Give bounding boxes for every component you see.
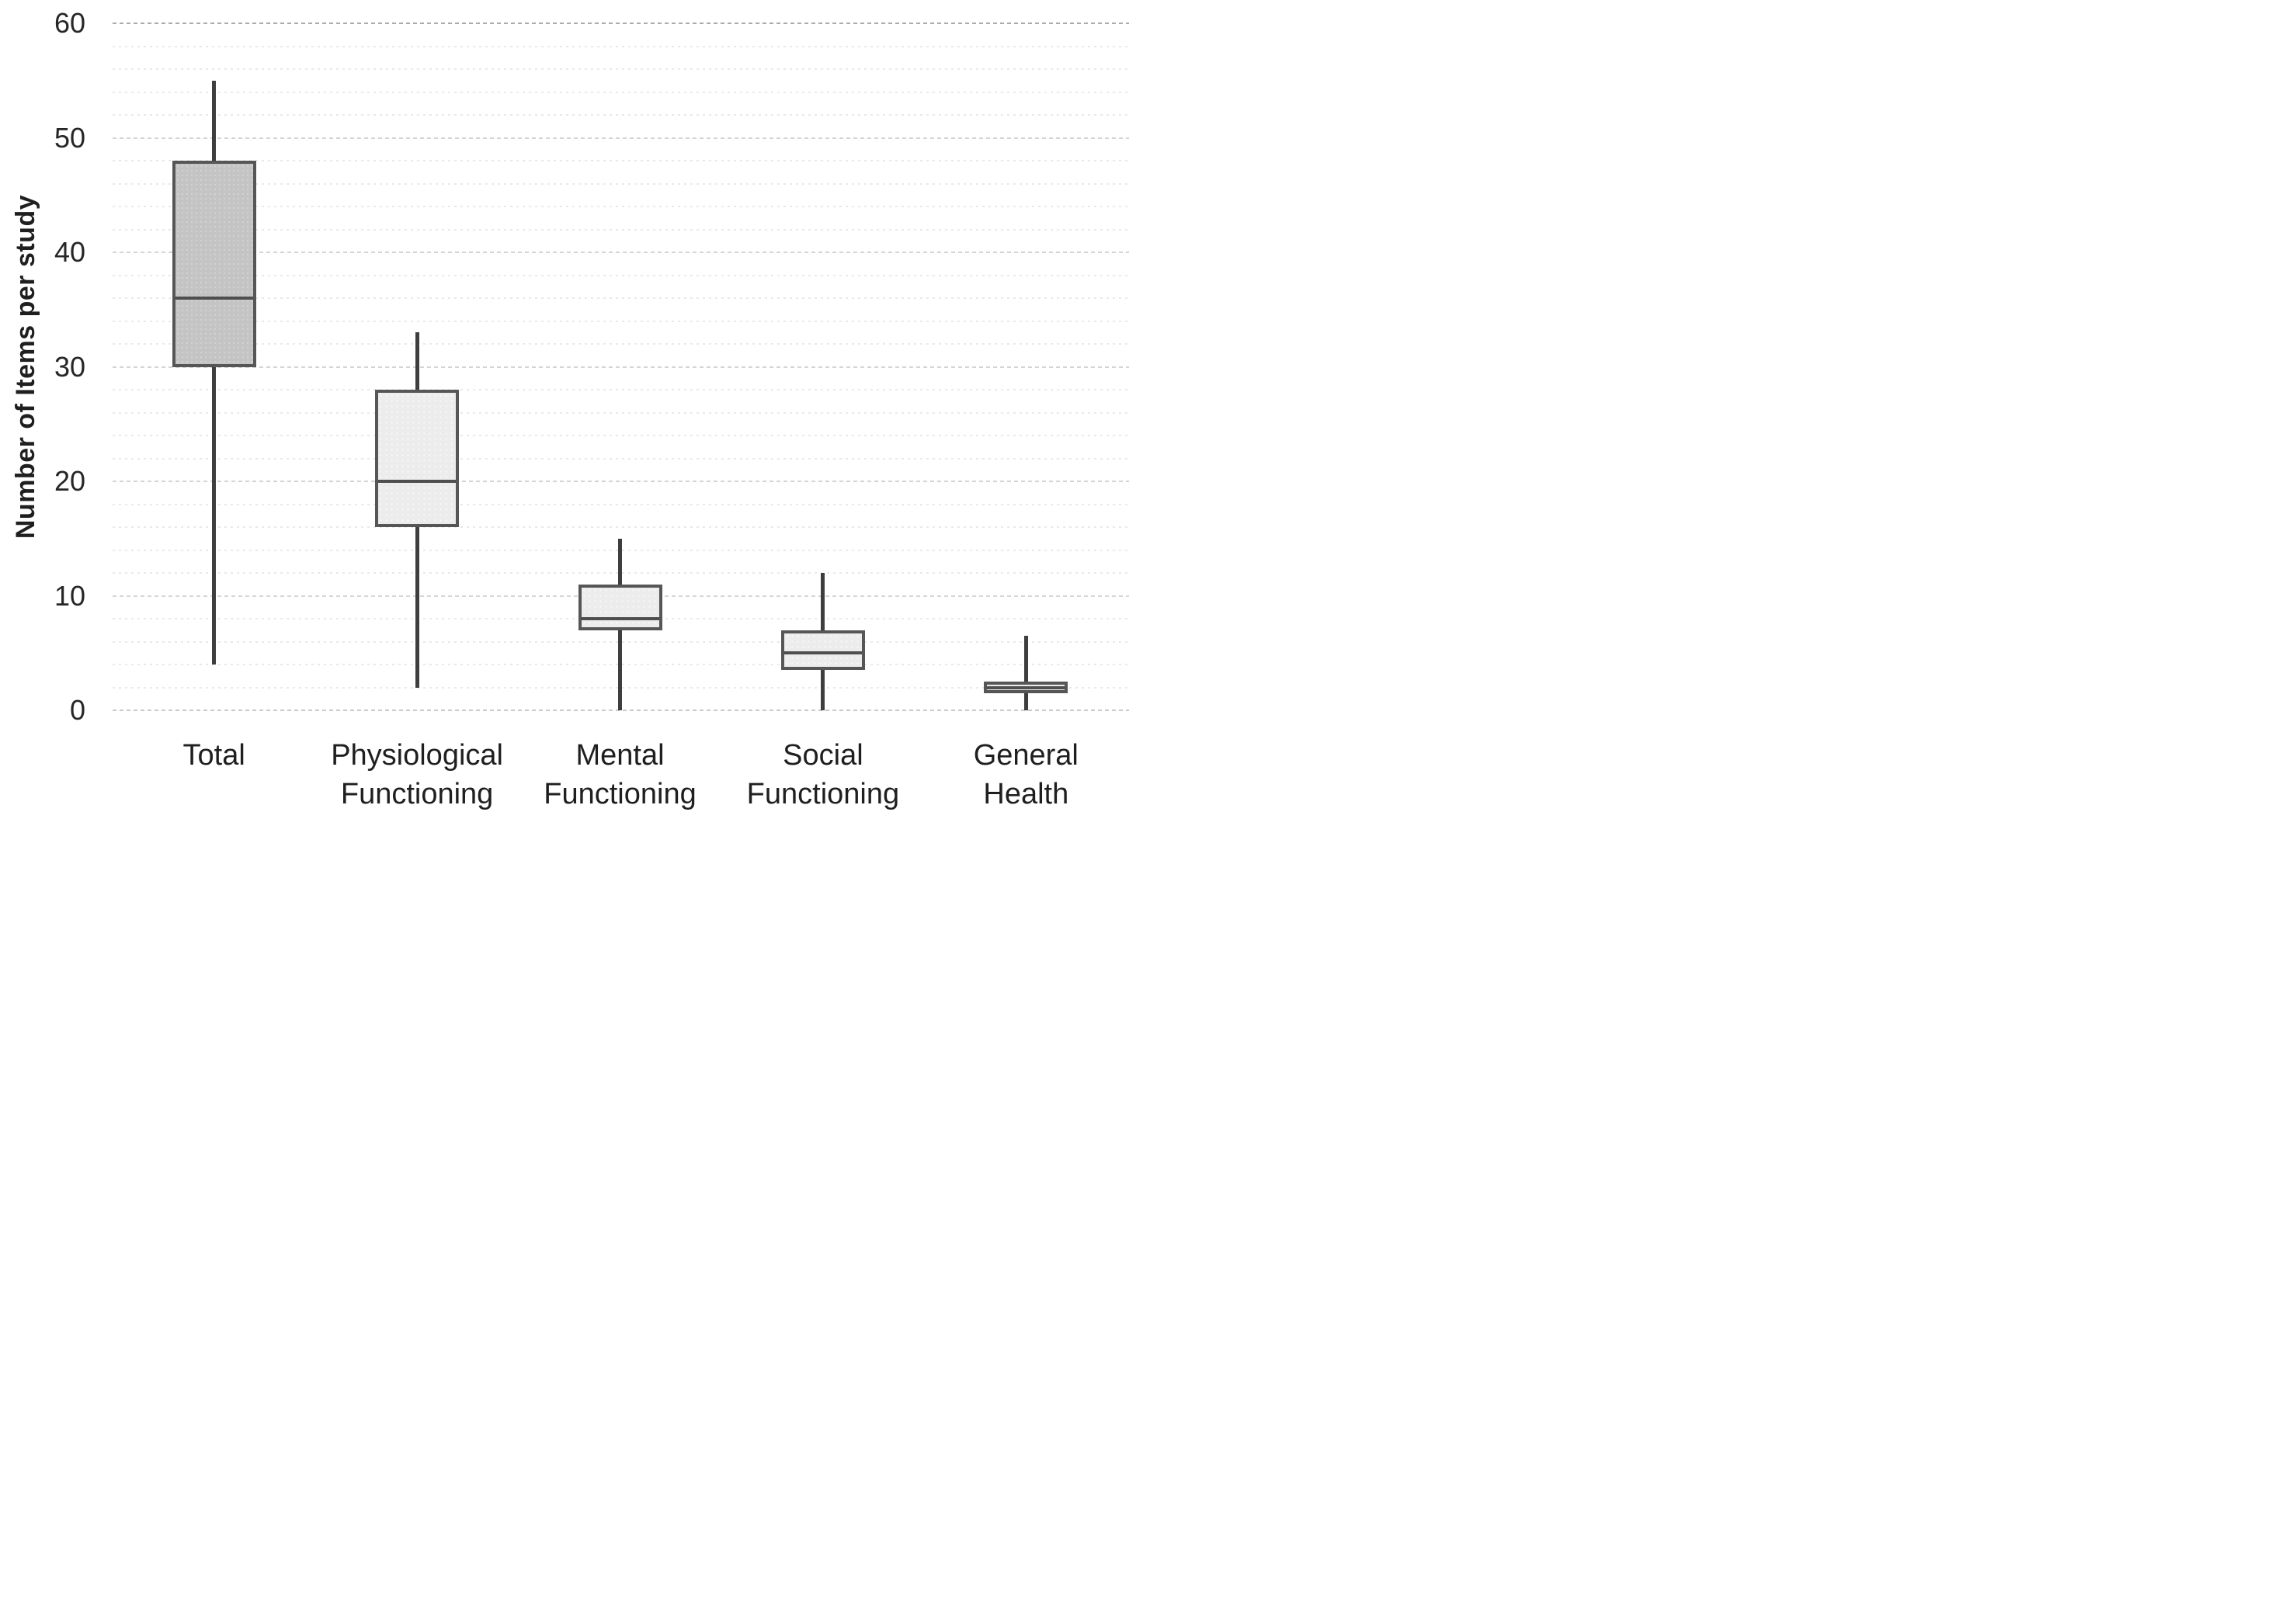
gridline-50 (113, 137, 1129, 139)
median-line-mental-functioning (581, 617, 659, 620)
gridline-44 (113, 206, 1129, 207)
gridline-22 (113, 457, 1129, 460)
whisker-total (212, 80, 217, 665)
gridline-58 (113, 45, 1129, 47)
gridline-40 (113, 252, 1129, 253)
median-line-total (175, 297, 253, 300)
gridline-28 (113, 389, 1129, 390)
gridline-34 (113, 320, 1129, 322)
gridline-48 (113, 160, 1129, 161)
median-line-general-health (987, 685, 1065, 689)
gridline-54 (113, 91, 1129, 93)
category-label-4: General Health (973, 739, 1079, 810)
gridline-38 (113, 274, 1129, 276)
gridline-20 (113, 481, 1129, 482)
category-label-3: Social Functioning (746, 739, 900, 810)
gridline-36 (113, 297, 1129, 299)
gridline-24 (113, 435, 1129, 436)
category-label-2: Mental Functioning (544, 739, 697, 810)
y-tick-label-20: 20 (54, 465, 85, 497)
box-social-functioning (780, 630, 865, 671)
whisker-general-health (1023, 636, 1028, 710)
box-mental-functioning (578, 584, 662, 630)
gridline-18 (113, 503, 1129, 505)
category-label-0: Total (182, 739, 245, 772)
gridline-32 (113, 343, 1129, 345)
category-label-1: Physiological Functioning (331, 739, 503, 810)
y-tick-label-10: 10 (54, 579, 85, 612)
box-physiological-functioning (375, 390, 460, 527)
y-tick-label-50: 50 (54, 121, 85, 154)
y-tick-label-30: 30 (54, 350, 85, 383)
gridline-46 (113, 182, 1129, 185)
gridline-30 (113, 366, 1129, 368)
gridline-0 (113, 710, 1129, 711)
gridline-52 (113, 114, 1129, 116)
gridline-56 (113, 68, 1129, 70)
median-line-physiological-functioning (378, 480, 457, 483)
y-tick-label-40: 40 (54, 236, 85, 268)
y-tick-label-0: 0 (69, 694, 85, 726)
gridline-16 (113, 526, 1129, 528)
box-total (172, 161, 256, 367)
boxplot-chart: Number of Items per study 0 10 20 30 40 50 60 T… (0, 0, 1143, 812)
median-line-social-functioning (783, 651, 862, 655)
gridline-42 (113, 228, 1129, 231)
gridline-26 (113, 411, 1129, 414)
y-tick-label-60: 60 (54, 7, 85, 39)
gridline-60 (113, 23, 1129, 24)
